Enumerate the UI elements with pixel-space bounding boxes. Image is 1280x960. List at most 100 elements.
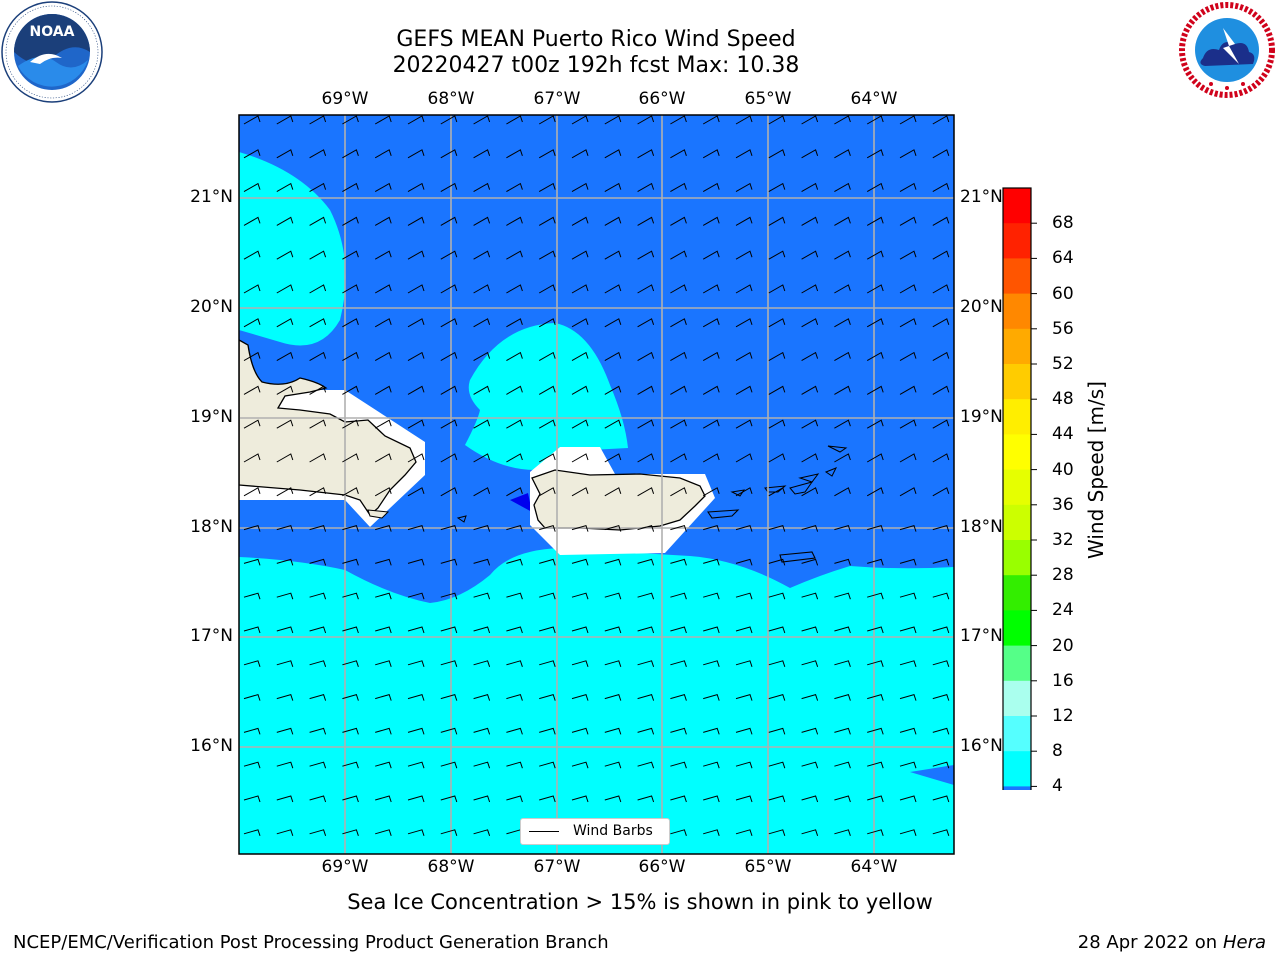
wind-barb	[670, 524, 687, 532]
wind-barb	[538, 115, 556, 125]
wind-barb	[473, 761, 491, 769]
wind-barb	[703, 761, 720, 769]
wind-barb	[834, 318, 851, 328]
colorbar-segment	[1003, 328, 1031, 365]
wind-barb	[604, 660, 622, 667]
lon-label-bottom: 67°W	[533, 857, 581, 877]
wind-barb	[702, 250, 720, 260]
wind-barb	[637, 351, 655, 362]
wind-barb	[506, 182, 523, 193]
wind-barb	[801, 216, 819, 226]
nws-logo-icon	[1179, 2, 1275, 98]
wind-barb	[932, 592, 950, 600]
wind-barb	[243, 592, 261, 600]
wind-barb	[768, 318, 786, 328]
wind-barb	[637, 487, 655, 497]
wind-barb	[834, 829, 851, 836]
wind-barb	[440, 693, 458, 701]
ocean-8-12-mona-north	[465, 323, 628, 470]
wind-barb	[932, 453, 950, 463]
wind-barb	[473, 216, 491, 226]
wind-barb	[637, 250, 655, 260]
wind-barb	[309, 761, 327, 769]
wind-barb	[473, 453, 491, 463]
wind-barb	[309, 419, 327, 429]
colorbar-segment	[1003, 786, 1031, 790]
lat-label-left: 21°N	[190, 187, 233, 207]
colorbar-tick-label: 36	[1052, 494, 1074, 515]
noaa-logo-icon: NOAA	[1, 1, 103, 103]
wind-barb	[309, 351, 327, 362]
wind-barb	[342, 216, 359, 226]
wind-barb	[374, 216, 392, 226]
wind-barb	[309, 727, 327, 735]
wind-barb	[342, 182, 359, 193]
legend-label: Wind Barbs	[573, 823, 653, 839]
colorbar-tick-label: 56	[1052, 318, 1074, 339]
wind-barb	[834, 453, 851, 463]
wind-barb	[867, 693, 884, 701]
wind-barb	[702, 284, 720, 294]
wind-barb	[538, 351, 556, 362]
wind-barb	[243, 216, 261, 226]
wind-barb	[768, 115, 786, 125]
wind-barb	[538, 453, 556, 463]
wind-barb	[801, 182, 819, 193]
wind-barb	[473, 419, 491, 429]
wind-barb	[342, 487, 359, 497]
wind-barb	[276, 795, 294, 803]
colorbar-segment	[1003, 258, 1031, 295]
wind-barb	[670, 351, 687, 362]
wind-barb	[473, 250, 491, 260]
wind-barb	[276, 524, 294, 532]
wind-barb	[932, 727, 950, 735]
wind-barb	[801, 592, 819, 600]
wind-barb	[670, 385, 687, 395]
wind-barb	[571, 626, 589, 634]
wind-barb	[637, 727, 655, 735]
wind-barb	[538, 385, 556, 395]
colorbar-tick-label: 20	[1052, 635, 1074, 656]
wind-barb	[768, 351, 786, 362]
wind-barb	[243, 419, 261, 429]
wind-barb	[276, 693, 294, 701]
wind-barb	[309, 182, 327, 193]
wind-barb	[243, 284, 261, 294]
wind-barb	[932, 318, 950, 328]
wind-barb	[571, 453, 589, 463]
wind-barb	[276, 284, 294, 294]
wind-barb	[834, 250, 851, 260]
lon-label-bottom: 64°W	[850, 857, 898, 877]
wind-barb	[866, 453, 884, 463]
map-title-line2: 20220427 t00z 192h fcst Max: 10.38	[392, 53, 800, 78]
wind-barb	[407, 592, 425, 600]
wind-barb	[539, 795, 556, 803]
wind-barb	[899, 795, 917, 803]
wind-barb	[276, 216, 294, 226]
wind-barb	[637, 115, 655, 125]
wind-barb	[276, 727, 294, 735]
wind-barb	[571, 182, 589, 193]
wind-barb	[670, 284, 687, 294]
wind-barb	[342, 761, 359, 769]
wind-barb	[375, 626, 392, 634]
wind-barb	[932, 385, 950, 395]
map-frame	[238, 114, 955, 855]
wind-barb	[604, 524, 622, 532]
wind-barb	[867, 524, 884, 532]
wind-barb	[735, 487, 753, 497]
wind-barb	[440, 592, 458, 600]
wind-barb	[735, 419, 753, 429]
wind-barb	[768, 558, 786, 566]
wind-barb	[407, 284, 425, 294]
wind-barb	[932, 487, 950, 497]
wind-barb	[243, 829, 261, 836]
wind-barb	[440, 829, 458, 836]
wind-barb	[309, 592, 327, 600]
below-4-region	[510, 493, 532, 512]
wind-barb	[374, 250, 392, 260]
colorbar-tick-label: 16	[1052, 670, 1074, 691]
wind-barb	[702, 149, 720, 159]
lat-label-right: 20°N	[960, 297, 1003, 317]
wind-barb	[539, 693, 556, 701]
